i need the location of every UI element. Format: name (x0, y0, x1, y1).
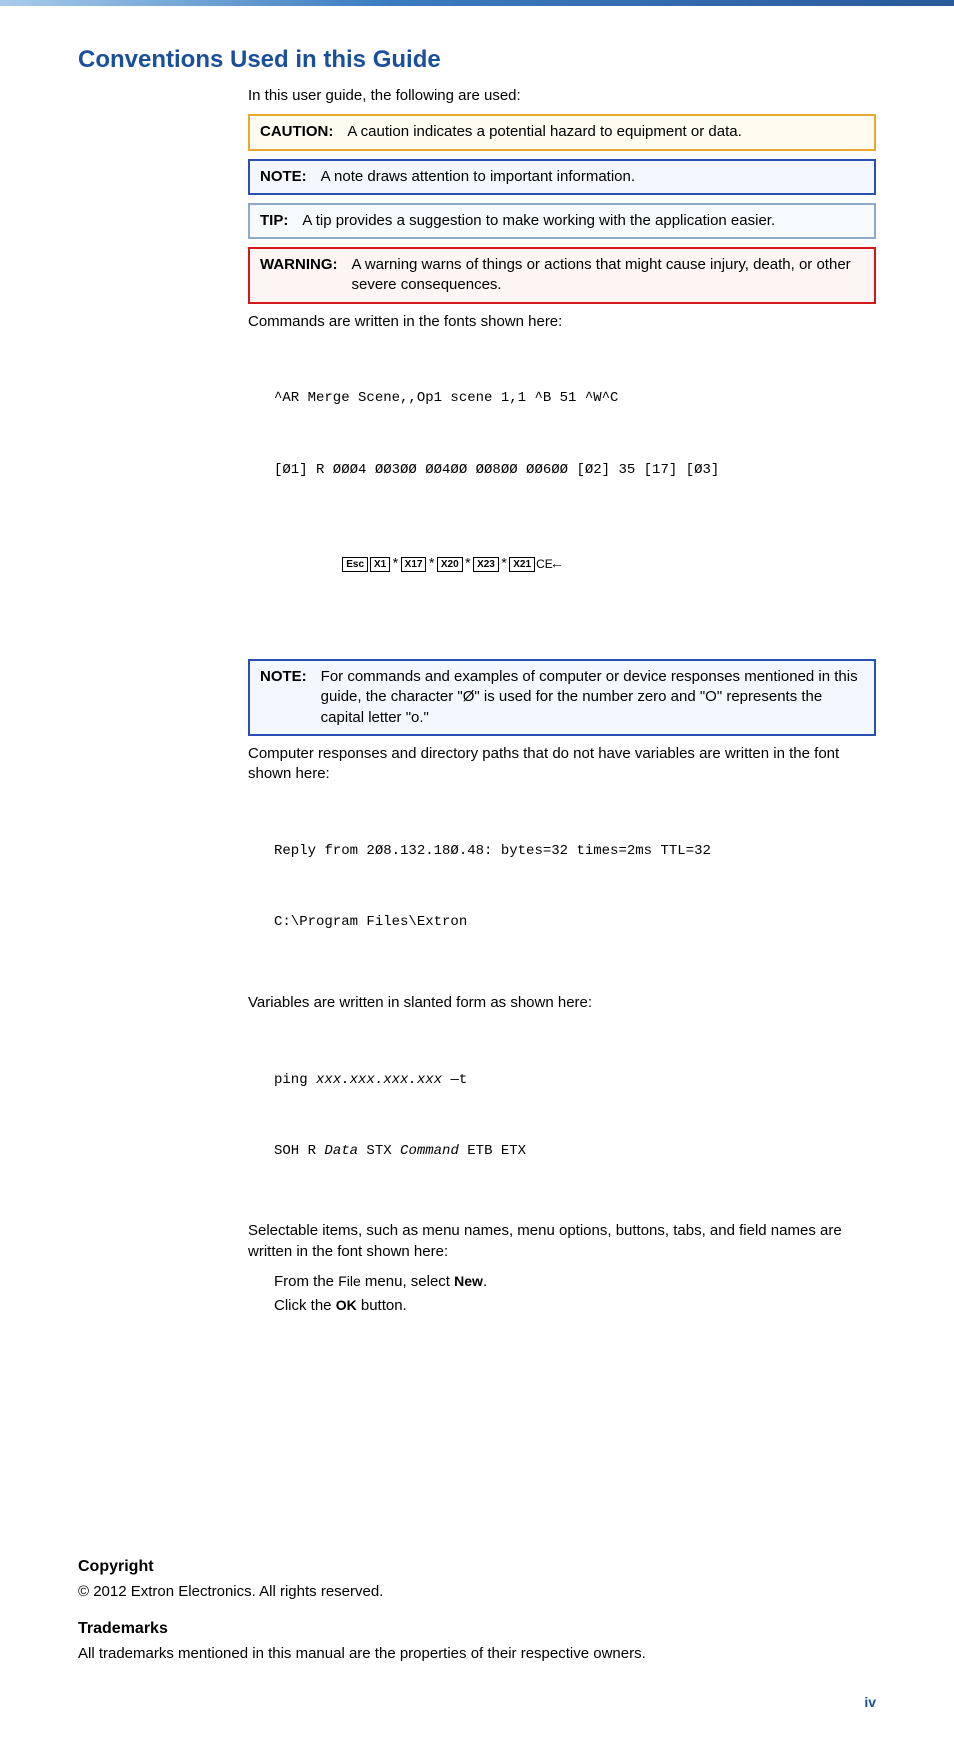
keycap-x17: X17 (401, 557, 427, 572)
tip-text: A tip provides a suggestion to make work… (302, 211, 864, 231)
note2-text: For commands and examples of computer or… (321, 667, 864, 728)
note2-label: NOTE: (260, 667, 321, 728)
keycap-x23: X23 (473, 557, 499, 572)
footer-block: Copyright © 2012 Extron Electronics. All… (78, 1558, 876, 1665)
note-label: NOTE: (260, 167, 321, 187)
menu-example: From the File menu, select New. Click th… (274, 1270, 876, 1318)
caution-box: CAUTION: A caution indicates a potential… (248, 114, 876, 150)
star-3: * (464, 557, 472, 573)
star-2: * (427, 557, 435, 573)
var2c: STX (358, 1143, 400, 1159)
m1e: . (483, 1273, 487, 1290)
copyright-text: © 2012 Extron Electronics. All rights re… (78, 1582, 876, 1602)
page-number: iv (78, 1694, 876, 1710)
note-text: A note draws attention to important info… (321, 167, 864, 187)
var2a: SOH R (274, 1143, 324, 1159)
var1b: xxx.xxx.xxx.xxx (316, 1072, 442, 1088)
selectable-intro: Selectable items, such as menu names, me… (248, 1221, 876, 1262)
m2b: OK (336, 1297, 357, 1313)
var2b: Data (324, 1143, 358, 1159)
tip-label: TIP: (260, 211, 302, 231)
commands-intro: Commands are written in the fonts shown … (248, 312, 876, 332)
trademarks-text: All trademarks mentioned in this manual … (78, 1644, 876, 1664)
command-example: ^AR Merge Scene,,Op1 scene 1,1 ^B 51 ^W^… (274, 340, 876, 649)
cmd-line-3: EscX1*X17*X20*X23*X21CE← (274, 530, 876, 601)
warning-box: WARNING: A warning warns of things or ac… (248, 247, 876, 304)
var1a: ping (274, 1072, 316, 1088)
var2d: Command (400, 1143, 459, 1159)
page-heading: Conventions Used in this Guide (78, 46, 876, 74)
note-box-1: NOTE: A note draws attention to importan… (248, 159, 876, 195)
arrow-left-icon: ← (553, 554, 561, 578)
cmd-line-1: ^AR Merge Scene,,Op1 scene 1,1 ^B 51 ^W^… (274, 387, 876, 411)
variables-example: ping xxx.xxx.xxx.xxx —t SOH R Data STX C… (274, 1021, 876, 1211)
warning-label: WARNING: (260, 255, 352, 296)
main-section: In this user guide, the following are us… (248, 86, 876, 1318)
m2c: button. (357, 1297, 407, 1314)
star-4: * (500, 557, 508, 573)
page-content: Conventions Used in this Guide In this u… (0, 6, 954, 1740)
var-line-1: ping xxx.xxx.xxx.xxx —t (274, 1069, 876, 1093)
keycap-x21: X21 (509, 557, 535, 572)
note-box-2: NOTE: For commands and examples of compu… (248, 659, 876, 736)
menu-line-1: From the File menu, select New. (274, 1270, 876, 1294)
warning-text: A warning warns of things or actions tha… (352, 255, 865, 296)
responses-intro: Computer responses and directory paths t… (248, 744, 876, 785)
m1d: New (454, 1273, 483, 1289)
copyright-heading: Copyright (78, 1558, 876, 1576)
caution-text: A caution indicates a potential hazard t… (347, 122, 864, 142)
star-1: * (391, 557, 399, 573)
var2e: ETB ETX (459, 1143, 526, 1159)
trademarks-heading: Trademarks (78, 1620, 876, 1638)
keycap-x20: X20 (437, 557, 463, 572)
response-example: Reply from 2Ø8.132.18Ø.48: bytes=32 time… (274, 792, 876, 982)
cmd-line-2: [Ø1] R ØØØ4 ØØ3ØØ ØØ4ØØ ØØ8ØØ ØØ6ØØ [Ø2]… (274, 459, 876, 483)
ce-text: CE (536, 557, 553, 571)
variables-intro: Variables are written in slanted form as… (248, 993, 876, 1013)
m2a: Click the (274, 1297, 336, 1314)
keycap-esc: Esc (342, 557, 368, 572)
resp-line-2: C:\Program Files\Extron (274, 911, 876, 935)
menu-line-2: Click the OK button. (274, 1294, 876, 1318)
m1b: File (338, 1273, 361, 1289)
var1c: —t (442, 1072, 467, 1088)
resp-line-1: Reply from 2Ø8.132.18Ø.48: bytes=32 time… (274, 840, 876, 864)
caution-label: CAUTION: (260, 122, 347, 142)
tip-box: TIP: A tip provides a suggestion to make… (248, 203, 876, 239)
m1c: menu, select (361, 1273, 454, 1290)
intro-text: In this user guide, the following are us… (248, 86, 876, 106)
var-line-2: SOH R Data STX Command ETB ETX (274, 1140, 876, 1164)
m1a: From the (274, 1273, 338, 1290)
keycap-x1: X1 (370, 557, 390, 572)
